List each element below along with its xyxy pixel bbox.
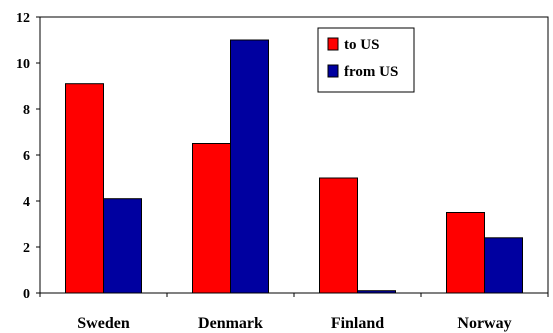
legend-label: to US <box>344 37 379 53</box>
y-tick-label: 10 <box>16 57 30 72</box>
bar-norway-from-us <box>484 237 523 294</box>
y-tick-label: 12 <box>16 11 30 26</box>
legend: to US from US <box>317 27 415 93</box>
y-tick-label: 0 <box>23 287 30 302</box>
x-category-label: Sweden <box>77 315 130 332</box>
bars <box>65 39 523 294</box>
x-axis: Sweden Denmark Finland Norway <box>39 293 549 332</box>
bar-denmark-from-us <box>230 39 269 294</box>
x-category-label: Denmark <box>198 315 263 332</box>
legend-box <box>317 27 415 93</box>
x-category-label: Finland <box>331 315 384 332</box>
bar-finland-to-us <box>319 177 358 294</box>
y-tick-label: 8 <box>23 103 30 118</box>
y-tick-label: 4 <box>23 195 30 210</box>
x-category-label: Norway <box>457 315 511 332</box>
bar-sweden-to-us <box>65 83 104 294</box>
legend-swatch-to-us <box>327 37 339 51</box>
bar-finland-from-us <box>357 290 396 294</box>
bar-norway-to-us <box>446 212 485 294</box>
y-tick-label: 2 <box>23 241 30 256</box>
y-tick-label: 6 <box>23 149 30 164</box>
bar-sweden-from-us <box>103 198 142 294</box>
legend-label: from US <box>344 64 398 80</box>
bar-denmark-to-us <box>192 143 231 294</box>
legend-swatch-from-us <box>327 64 339 78</box>
